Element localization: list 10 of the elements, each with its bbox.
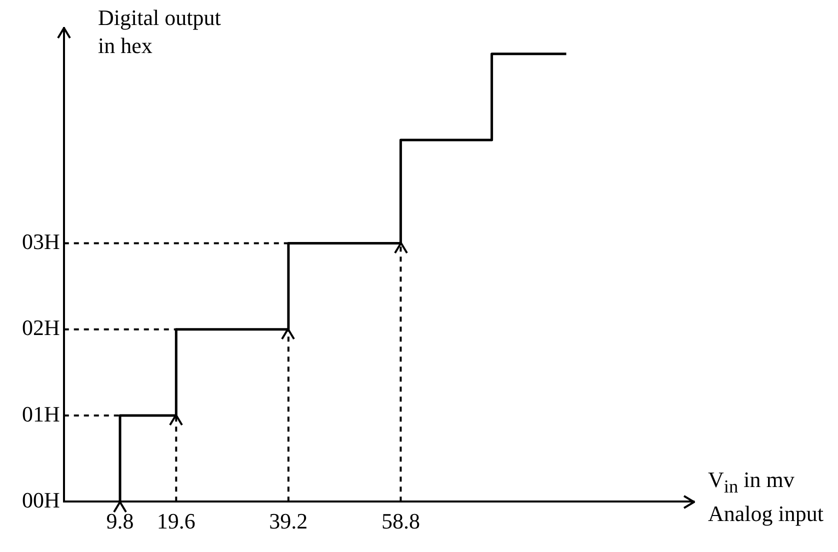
x-tick-label: 39.2 — [269, 508, 308, 534]
x-tick-label: 9.8 — [106, 508, 134, 534]
y-tick-label: 01H — [22, 401, 60, 426]
y-axis-title: Digital output in hex — [98, 4, 222, 60]
y-tick-label: 02H — [22, 315, 60, 340]
y-tick-label: 00H — [22, 487, 60, 512]
x-tick-label: 19.6 — [156, 508, 196, 534]
x-tick-label: 58.8 — [381, 508, 420, 534]
y-tick-label: 03H — [22, 229, 60, 254]
x-axis-title: V$_{in}$ in mv Analog input — [708, 466, 824, 528]
